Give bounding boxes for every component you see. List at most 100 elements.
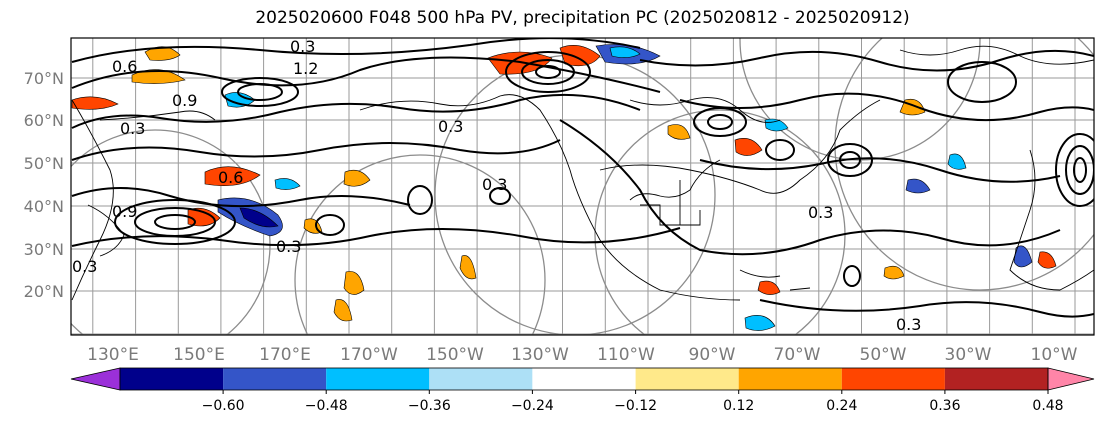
- latitude-labels: 70°N 60°N 50°N 40°N 30°N 20°N: [24, 69, 64, 301]
- contour-labels: 0.3 0.6 1.2 0.9 0.3 0.3 0.6 0.9 0.3 0.3 …: [72, 37, 921, 334]
- pv-contour: [71, 93, 641, 129]
- lon-label: 10°W: [1031, 345, 1078, 365]
- precip-blob: [1013, 245, 1033, 268]
- pv-contour: [559, 119, 1061, 256]
- coastline-north-america-west: [359, 94, 741, 301]
- map-frame: [70, 37, 1095, 336]
- colorbar-segment: [841, 368, 945, 390]
- pv-contour: [71, 139, 561, 161]
- coastline-greenland: [899, 45, 1094, 65]
- precip-blob: [333, 299, 353, 322]
- range-circle: [294, 154, 546, 335]
- lon-label: 50°W: [860, 345, 907, 365]
- colorbar-frame: [119, 367, 1049, 391]
- lat-label: 20°N: [24, 282, 64, 301]
- colorbar-segment: [532, 368, 636, 390]
- colorbar-tick-label: 0.24: [826, 398, 857, 414]
- precip-blob: [757, 280, 781, 295]
- pv-contour: [1065, 145, 1094, 195]
- lat-label: 50°N: [24, 154, 64, 173]
- range-circle: [594, 109, 846, 335]
- colorbar-tick-label: −0.60: [202, 398, 245, 414]
- precip-blob: [204, 166, 261, 186]
- precip-blob: [609, 46, 641, 58]
- precip-blob: [883, 265, 905, 280]
- pv-contour: [679, 92, 1094, 122]
- precip-blob: [239, 207, 279, 228]
- precip-blob: [131, 69, 186, 84]
- precip-blob: [947, 153, 967, 170]
- contour-label: 0.3: [276, 237, 301, 256]
- pv-contour: [154, 214, 196, 230]
- colorbar-tick-label: 0.36: [929, 398, 960, 414]
- colorbar-tick-label: −0.24: [511, 398, 554, 414]
- pv-contour: [407, 185, 433, 215]
- coastline-europe-africa: [1009, 149, 1094, 291]
- map-title: 2025020600 F048 500 hPa PV, precipitatio…: [255, 8, 910, 28]
- lon-label: 150°W: [426, 345, 484, 365]
- contour-label: 0.6: [218, 168, 243, 187]
- pv-contour: [693, 107, 747, 137]
- colorbar: −0.60 −0.48 −0.36 −0.24 −0.12 0.12 0.24 0.36 0.4…: [70, 367, 1095, 414]
- pv-contour: [765, 139, 795, 161]
- precip-blob: [1037, 251, 1057, 269]
- pv-contour: [114, 199, 236, 245]
- precip-blob: [343, 169, 371, 187]
- precip-shading: [71, 44, 1057, 331]
- us-state-lines: [640, 180, 701, 226]
- colorbar-segment: [223, 368, 327, 390]
- us-borders: [629, 159, 721, 201]
- contour-label: 0.3: [120, 119, 145, 138]
- pv-contour: [315, 214, 345, 236]
- lon-label: 130°W: [511, 345, 569, 365]
- contour-label: 0.3: [72, 257, 97, 276]
- lon-label: 90°W: [689, 345, 736, 365]
- contour-label: 0.9: [112, 202, 137, 221]
- lat-label: 40°N: [24, 197, 64, 216]
- precip-blob: [734, 138, 763, 156]
- precip-blob: [459, 255, 477, 280]
- colorbar-tick-label: 0.12: [723, 398, 754, 414]
- pv-contour: [237, 83, 283, 101]
- pv-contour: [843, 265, 861, 287]
- lon-label: 110°W: [597, 345, 655, 365]
- precip-blob: [343, 271, 365, 295]
- pv-contour: [827, 143, 873, 177]
- precip-blob: [274, 178, 301, 190]
- precip-blob: [559, 45, 601, 67]
- coastline-kamchatka: [99, 110, 216, 121]
- contour-label: 0.3: [896, 315, 921, 334]
- precip-blob: [667, 124, 691, 140]
- coastline-japan: [87, 204, 125, 257]
- precip-blob: [905, 178, 931, 194]
- precip-blob: [487, 51, 553, 75]
- colorbar-segment: [944, 368, 1048, 390]
- pv-contour: [699, 157, 1061, 183]
- lon-label: 70°W: [774, 345, 821, 365]
- lon-label: 170°E: [259, 345, 311, 365]
- pv-contour: [639, 49, 1094, 72]
- contour-label: 0.3: [290, 37, 315, 56]
- lon-label: 130°E: [87, 345, 139, 365]
- range-circle: [834, 38, 1094, 291]
- coastline-asia: [71, 99, 114, 301]
- pv-contour: [1055, 133, 1094, 207]
- pv-contour: [707, 114, 733, 130]
- colorbar-segment: [635, 368, 739, 390]
- lat-label: 60°N: [24, 111, 64, 130]
- colorbar-segment: [326, 368, 430, 390]
- colorbar-segment: [120, 368, 224, 390]
- pv-contour: [839, 151, 861, 169]
- pv-contour: [1073, 157, 1087, 183]
- pv-contour: [489, 187, 511, 205]
- coastline-canada: [629, 97, 781, 123]
- pv-contour: [71, 187, 411, 208]
- contour-label: 0.6: [112, 57, 137, 76]
- contour-label: 0.3: [808, 203, 833, 222]
- colorbar-extend-low: [70, 367, 121, 391]
- pv-contour: [521, 59, 575, 85]
- pv-contour: [221, 77, 299, 107]
- contour-label: 0.9: [172, 91, 197, 110]
- colorbar-tick-label: 0.48: [1032, 398, 1063, 414]
- coastlines: [71, 45, 1094, 301]
